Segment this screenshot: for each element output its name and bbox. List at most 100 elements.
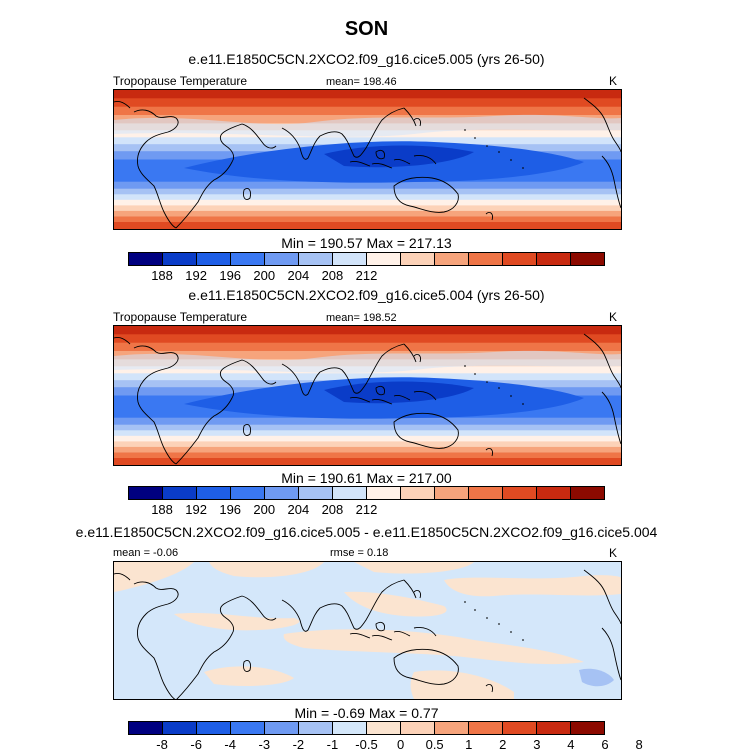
panel1-map xyxy=(113,89,622,230)
panel3-minmax: Min = -0.69 Max = 0.77 xyxy=(294,705,439,721)
temperature-band xyxy=(114,181,621,190)
panel2-colorbar-tick-label: 212 xyxy=(355,502,378,517)
coastline-segment xyxy=(413,353,421,363)
coastline-segment xyxy=(393,159,411,165)
coastline-segment xyxy=(349,633,371,639)
coastlines xyxy=(114,97,621,229)
panel2-map xyxy=(113,325,622,466)
coastline-segment xyxy=(583,97,621,153)
panel3-colorbar-swatch xyxy=(265,722,299,734)
panel1-colorbar-swatch xyxy=(129,253,163,265)
panel1-colorbar-swatch xyxy=(435,253,469,265)
coastline-segment xyxy=(413,627,437,637)
panel3-subtitle: e.e11.E1850C5CN.2XCO2.f09_g16.cice5.005 … xyxy=(75,524,658,540)
coastline-segment xyxy=(601,627,621,681)
coastline-segment xyxy=(243,423,251,437)
panel2-colorbar-tick-label: 192 xyxy=(185,502,207,517)
coastline-segment xyxy=(133,109,179,229)
coastline-segment xyxy=(281,599,321,632)
coastline-segment xyxy=(114,573,131,581)
temperature-band xyxy=(114,430,621,437)
panel2-map-svg xyxy=(114,326,621,465)
panel3-colorbar-swatch xyxy=(401,722,435,734)
panel3-colorbar-tick-label: 4 xyxy=(567,737,575,752)
panel1-units-label: K xyxy=(609,74,618,88)
panel1-colorbar-swatch xyxy=(503,253,537,265)
panel1-map-svg xyxy=(114,90,621,229)
panel2-colorbar-swatch xyxy=(503,487,537,499)
panel3-colorbar-tick-label: -6 xyxy=(190,737,202,752)
coastlines xyxy=(114,569,621,699)
temperature-band xyxy=(114,188,621,196)
panel3-colorbar-tick-label: -3 xyxy=(258,737,271,752)
positive-difference-region xyxy=(204,666,294,686)
coastline-segment xyxy=(485,211,493,221)
temperature-band xyxy=(114,137,621,146)
panel2-units-label: K xyxy=(609,310,618,324)
panel3-colorbar-swatch xyxy=(231,722,265,734)
temperature-band xyxy=(114,446,621,454)
coastline-segment xyxy=(375,149,385,160)
panel3-colorbar-swatch xyxy=(299,722,333,734)
panel1-colorbar-tick-label: 204 xyxy=(287,268,310,283)
panel3-colorbar-tick-label: 2 xyxy=(499,737,507,752)
temperature-band xyxy=(114,435,621,443)
negative-difference-region xyxy=(579,668,614,687)
coastline-segment xyxy=(413,391,437,401)
panel3-colorbar-swatch xyxy=(333,722,367,734)
coastline-segment xyxy=(464,601,524,641)
panel3-map-svg xyxy=(114,562,621,699)
panel3-colorbar-tick-label: -8 xyxy=(156,737,168,752)
coastline-segment xyxy=(176,595,243,699)
coastline-segment xyxy=(413,117,421,127)
panel2-colorbar-swatch xyxy=(231,487,265,499)
temperature-band xyxy=(114,106,621,116)
coastline-segment xyxy=(485,447,493,457)
panel3-rmse-label: rmse = 0.18 xyxy=(330,547,389,559)
coastline-segment xyxy=(371,163,393,169)
positive-difference-region xyxy=(354,562,474,574)
panel3-colorbar-tick-label: 6 xyxy=(601,737,609,752)
panel1-colorbar-tick-label: 196 xyxy=(219,268,242,283)
coastline-segment xyxy=(243,187,251,201)
temperature-band xyxy=(114,199,621,207)
panel2-colorbar-swatch xyxy=(197,487,231,499)
panel2-minmax: Min = 190.61 Max = 217.00 xyxy=(281,470,452,486)
panel1-colorbar-swatch xyxy=(401,253,435,265)
coastline-segment xyxy=(413,155,437,165)
coastline-segment xyxy=(393,395,411,401)
panel2-colorbar-swatch xyxy=(129,487,163,499)
panel3-colorbar-tick-label: -4 xyxy=(224,737,236,752)
panel2-subtitle: e.e11.E1850C5CN.2XCO2.f09_g16.cice5.004 … xyxy=(188,287,545,303)
coastline-segment xyxy=(403,579,417,599)
coastline-segment xyxy=(349,397,371,403)
coastline-segment xyxy=(583,333,621,389)
panel2-colorbar xyxy=(128,486,605,500)
coastline-segment xyxy=(114,101,131,109)
subtropical-warm-band xyxy=(114,350,621,373)
panel2-colorbar-tick-label: 204 xyxy=(287,502,310,517)
panel2-colorbar-swatch xyxy=(435,487,469,499)
panel3-colorbar-swatch xyxy=(571,722,604,734)
panel3-mean-label: mean = -0.06 xyxy=(113,547,179,559)
temperature-band xyxy=(114,98,621,108)
panel3-colorbar-swatch xyxy=(367,722,401,734)
panel3-colorbar-tick-label: -1 xyxy=(326,737,339,752)
panel3-colorbar-swatch xyxy=(469,722,503,734)
panel2-colorbar-swatch xyxy=(367,487,401,499)
temperature-band xyxy=(114,194,621,201)
panel1-colorbar-swatch xyxy=(333,253,367,265)
panel1-colorbar-swatch xyxy=(231,253,265,265)
panel1-minmax: Min = 190.57 Max = 217.13 xyxy=(281,235,452,251)
subtropical-warm-band xyxy=(114,114,621,137)
panel2-colorbar-swatch xyxy=(333,487,367,499)
coastline-segment xyxy=(241,123,277,149)
coastline-segment xyxy=(464,365,524,405)
temperature-band xyxy=(114,210,621,218)
panel2-colorbar-tick-label: 208 xyxy=(321,502,344,517)
coastline-segment xyxy=(319,107,405,158)
coastline-segment xyxy=(393,648,459,685)
temperature-band xyxy=(114,205,621,212)
temperature-band xyxy=(114,424,621,432)
panel1-colorbar-swatch xyxy=(537,253,571,265)
